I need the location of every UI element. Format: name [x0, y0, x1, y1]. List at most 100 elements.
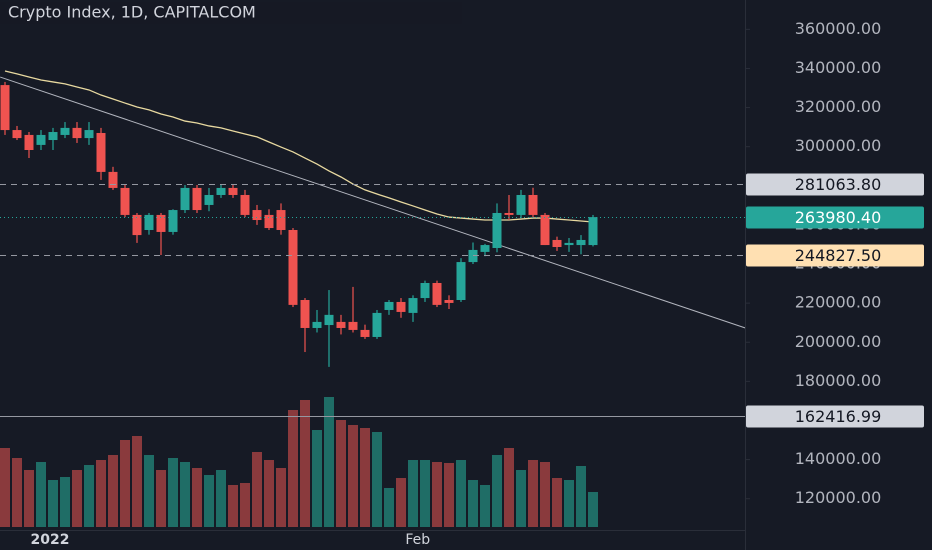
- candle-body: [552, 239, 562, 248]
- y-tick-label: 360000.00: [795, 19, 882, 38]
- trend-line: [0, 76, 746, 329]
- volume-bar: [540, 462, 550, 527]
- price-label-box: [746, 244, 924, 267]
- volume-bar: [564, 480, 574, 527]
- price-label-box: [746, 173, 924, 196]
- candle-body: [456, 262, 466, 301]
- title-backdrop: [0, 2, 462, 24]
- candle-body: [540, 214, 550, 246]
- candle-body: [144, 214, 154, 230]
- volume-bar: [456, 460, 466, 527]
- candle-body: [516, 194, 526, 215]
- volume-bar: [144, 455, 154, 527]
- volume-bar: [168, 458, 178, 527]
- candle-body: [132, 214, 142, 236]
- price-label-box: [746, 405, 924, 428]
- candle-body: [0, 85, 10, 131]
- candle-body: [156, 214, 166, 232]
- candle-body: [24, 134, 34, 151]
- y-tick-label: 120000.00: [795, 488, 882, 507]
- price-label: 162416.99: [795, 407, 882, 426]
- candle-body: [564, 242, 574, 246]
- candle-body: [96, 132, 106, 172]
- volume-bar: [336, 420, 346, 527]
- candle-body: [48, 132, 58, 141]
- y-tick-label: 220000.00: [795, 293, 882, 312]
- candle-body: [420, 282, 430, 299]
- volume-bar: [348, 425, 358, 527]
- chart-title: Crypto Index, 1D, CAPITALCOM: [8, 3, 256, 22]
- candle-body: [432, 282, 442, 305]
- candle-body: [108, 171, 118, 188]
- volume-bar: [360, 428, 370, 527]
- candle-body: [84, 130, 94, 139]
- volume-bar: [396, 478, 406, 527]
- volume-bar: [108, 455, 118, 527]
- volume-bar: [252, 452, 262, 527]
- candle-body: [408, 298, 418, 313]
- volume-bar: [228, 485, 238, 527]
- candle-body: [396, 301, 406, 312]
- volume-bar: [300, 400, 310, 527]
- volume-bar: [120, 440, 130, 527]
- candle-body: [192, 187, 202, 211]
- price-label-box: [746, 206, 924, 229]
- volume-bar: [240, 483, 250, 527]
- volume-bar: [72, 470, 82, 527]
- candle-body: [12, 130, 22, 139]
- volume-bar: [576, 466, 586, 527]
- candle-body: [288, 229, 298, 305]
- y-tick-label: 340000.00: [795, 58, 882, 77]
- volume-bar: [384, 488, 394, 527]
- volume-bar: [264, 460, 274, 527]
- candle-body: [252, 210, 262, 221]
- candle-body: [168, 210, 178, 232]
- y-tick-label: 320000.00: [795, 97, 882, 116]
- volume-bar: [84, 465, 94, 527]
- candle-body: [528, 194, 538, 215]
- candle-body: [444, 300, 454, 303]
- plot-area: [0, 70, 746, 527]
- candle-body: [300, 300, 310, 328]
- price-label: 263980.40: [795, 208, 882, 227]
- volume-bar: [468, 480, 478, 527]
- volume-bar: [504, 448, 514, 527]
- volume-bar: [96, 460, 106, 527]
- y-tick-label: 180000.00: [795, 371, 882, 390]
- candle-body: [276, 210, 286, 230]
- candle-body: [60, 127, 70, 135]
- volume-bar: [324, 397, 334, 527]
- volume-bar: [444, 463, 454, 527]
- volume-bar: [588, 492, 598, 527]
- candle-body: [180, 187, 190, 211]
- candle-body: [204, 194, 214, 205]
- candle-body: [228, 187, 238, 195]
- candle-body: [576, 239, 586, 246]
- volume-bar: [36, 462, 46, 527]
- candle-body: [492, 212, 502, 248]
- candle-body: [264, 214, 274, 229]
- candle-body: [216, 187, 226, 195]
- x-tick-label: 2022: [31, 532, 70, 548]
- y-tick-label: 140000.00: [795, 449, 882, 468]
- candle-body: [588, 217, 598, 246]
- candle-body: [480, 245, 490, 252]
- y-tick-label: 200000.00: [795, 332, 882, 351]
- candle-body: [312, 321, 322, 328]
- candle-body: [324, 314, 334, 326]
- volume-bar: [156, 470, 166, 527]
- candle-body: [336, 321, 346, 328]
- volume-bar: [60, 477, 70, 527]
- volume-bar: [492, 455, 502, 527]
- candle-body: [504, 212, 514, 215]
- candle-body: [384, 301, 394, 310]
- candle-body: [240, 194, 250, 215]
- volume-bar: [0, 448, 10, 527]
- volume-bar: [12, 458, 22, 527]
- x-tick-label: Feb: [405, 532, 430, 548]
- volume-bar: [48, 480, 58, 527]
- price-axis: 120000.00140000.00160000.00180000.002000…: [745, 19, 924, 507]
- volume-bar: [312, 430, 322, 527]
